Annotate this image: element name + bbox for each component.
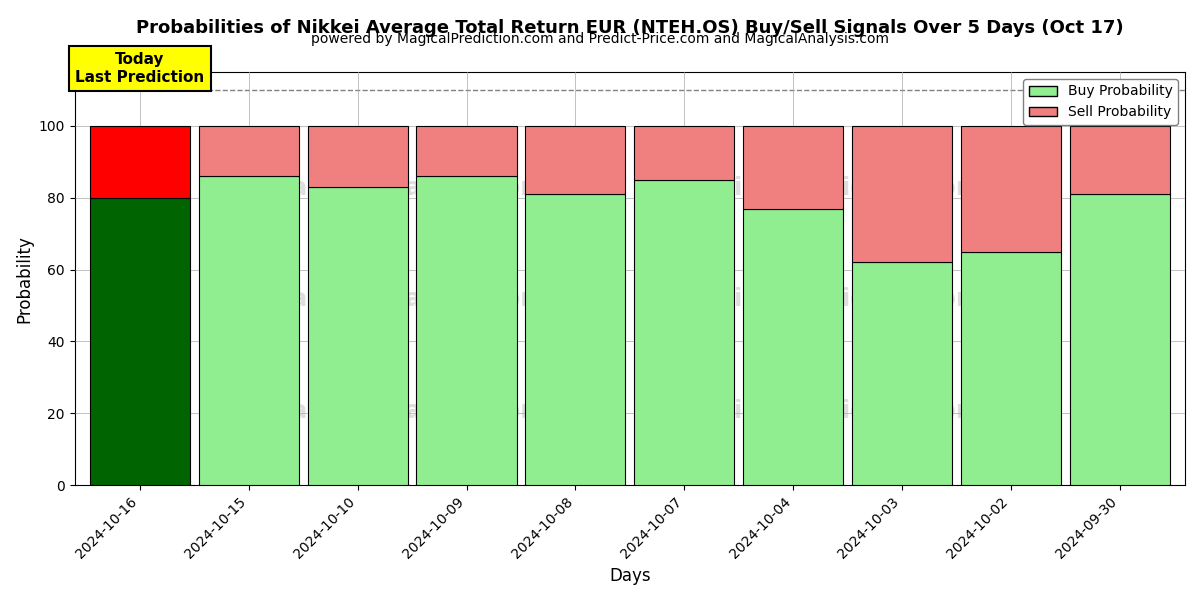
Bar	[416, 176, 517, 485]
X-axis label: Days: Days	[610, 567, 650, 585]
Bar	[90, 198, 190, 485]
Title: Probabilities of Nikkei Average Total Return EUR (NTEH.OS) Buy/Sell Signals Over: Probabilities of Nikkei Average Total Re…	[136, 19, 1123, 37]
Bar	[416, 126, 517, 176]
Bar	[1069, 126, 1170, 194]
Text: powered by MagicalPrediction.com and Predict-Price.com and MagicalAnalysis.com: powered by MagicalPrediction.com and Pre…	[311, 32, 889, 46]
Bar	[852, 126, 952, 262]
Bar	[634, 180, 734, 485]
Text: MagicalAnalysis.com: MagicalAnalysis.com	[269, 176, 546, 200]
Bar	[90, 126, 190, 198]
Y-axis label: Probability: Probability	[16, 235, 34, 323]
Text: MagicalAnalysis.com: MagicalAnalysis.com	[269, 399, 546, 423]
Bar	[1069, 194, 1170, 485]
Bar	[526, 194, 625, 485]
Text: MagicalPrediction.com: MagicalPrediction.com	[678, 176, 982, 200]
Bar	[743, 126, 844, 209]
Text: MagicalPrediction.com: MagicalPrediction.com	[678, 399, 982, 423]
Legend: Buy Probability, Sell Probability: Buy Probability, Sell Probability	[1024, 79, 1178, 125]
Bar	[961, 251, 1061, 485]
Bar	[743, 209, 844, 485]
Bar	[307, 126, 408, 187]
Bar	[199, 126, 299, 176]
Bar	[307, 187, 408, 485]
Bar	[199, 176, 299, 485]
Bar	[961, 126, 1061, 251]
Bar	[852, 262, 952, 485]
Text: Today
Last Prediction: Today Last Prediction	[76, 52, 204, 85]
Bar	[634, 126, 734, 180]
Bar	[526, 126, 625, 194]
Text: MagicalAnalysis.com: MagicalAnalysis.com	[269, 287, 546, 311]
Text: MagicalPrediction.com: MagicalPrediction.com	[678, 287, 982, 311]
